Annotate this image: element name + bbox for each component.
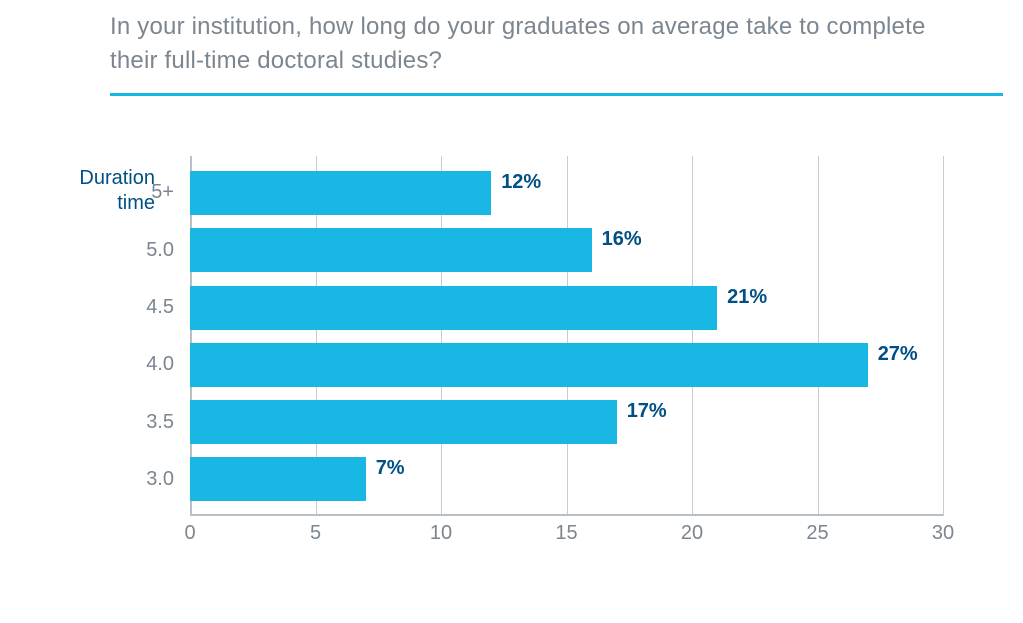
chart-wrap: Duration time 5+12%5.016%4.521%4.027%3.5…: [110, 136, 1003, 566]
title-rule: [110, 93, 1003, 96]
bar: 16%: [190, 228, 592, 272]
bar-row: 3.517%: [190, 400, 943, 444]
x-tick-label: 5: [310, 522, 321, 545]
bar-row: 5.016%: [190, 228, 943, 272]
bar-row: 4.521%: [190, 286, 943, 330]
x-tick-label: 30: [932, 522, 954, 545]
chart-title: In your institution, how long do your gr…: [110, 10, 1003, 77]
bar: 12%: [190, 171, 491, 215]
value-label: 12%: [501, 171, 541, 194]
x-tick-label: 15: [555, 522, 577, 545]
value-label: 27%: [878, 343, 918, 366]
category-label: 3.0: [104, 468, 174, 491]
x-axis-line: [190, 514, 943, 516]
category-label: 4.5: [104, 296, 174, 319]
x-tick-label: 20: [681, 522, 703, 545]
bars-group: 5+12% 5.016% 4.521% 4.027% 3.517% 3.07%: [190, 164, 943, 508]
category-label: 5.0: [104, 239, 174, 262]
category-label: 3.5: [104, 411, 174, 434]
bar-row: 4.027%: [190, 343, 943, 387]
x-ticks-group: 051015202530: [190, 522, 943, 550]
plot-area: 5+12% 5.016% 4.521% 4.027% 3.517% 3.07%: [190, 156, 943, 516]
value-label: 17%: [627, 400, 667, 423]
bar: 27%: [190, 343, 868, 387]
category-label: 5+: [104, 181, 174, 204]
x-tick-label: 0: [184, 522, 195, 545]
bar: 21%: [190, 286, 717, 330]
value-label: 21%: [727, 286, 767, 309]
bar: 17%: [190, 400, 617, 444]
category-label: 4.0: [104, 353, 174, 376]
x-tick-label: 25: [806, 522, 828, 545]
x-tick-label: 10: [430, 522, 452, 545]
bar-row: 5+12%: [190, 171, 943, 215]
bar: 7%: [190, 457, 366, 501]
gridline: [943, 156, 944, 516]
value-label: 16%: [602, 228, 642, 251]
value-label: 7%: [376, 457, 405, 480]
chart-container: In your institution, how long do your gr…: [0, 0, 1023, 623]
bar-row: 3.07%: [190, 457, 943, 501]
